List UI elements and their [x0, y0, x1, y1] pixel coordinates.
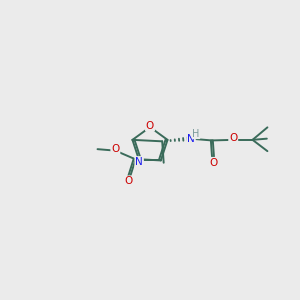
Text: N: N	[135, 157, 143, 167]
Text: O: O	[111, 144, 119, 154]
Text: N: N	[187, 134, 195, 144]
Text: O: O	[209, 158, 218, 168]
Text: O: O	[124, 176, 132, 186]
Text: O: O	[146, 121, 154, 130]
Text: O: O	[229, 134, 237, 143]
Text: H: H	[192, 129, 200, 139]
